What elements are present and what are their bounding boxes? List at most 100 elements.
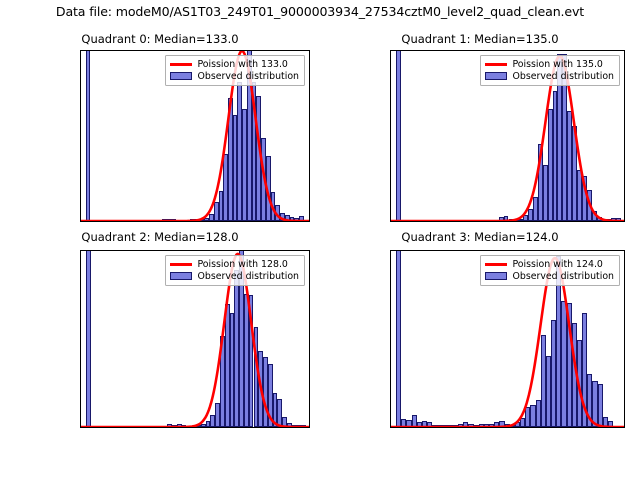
x-tick-mark [175,427,176,428]
x-tick-mark [115,221,116,222]
y-tick-mark [390,179,391,180]
x-tick-mark [548,221,549,222]
x-tick-mark [115,427,116,428]
legend-entry-poisson: Poission with 128.0 [170,259,299,271]
x-tick-mark [622,427,623,428]
legend: Poission with 135.0 Observed distribution [480,55,620,86]
legend-entry-poisson: Poission with 124.0 [485,259,614,271]
y-tick-mark [390,327,391,328]
histogram-bar [542,165,548,221]
x-tick-mark [145,427,146,428]
legend-entry-observed: Observed distribution [485,271,614,283]
legend-entry-observed: Observed distribution [170,71,299,83]
legend: Poission with 124.0 Observed distribution [480,255,620,286]
histogram-bar [537,143,543,221]
subplot-quadrant-1: Quadrant 1: Median=135.0 0501001502000255… [320,30,640,242]
legend-label-poisson: Poission with 128.0 [197,259,288,270]
histogram-bar [223,154,228,221]
x-tick-mark [457,221,458,222]
poisson-fit-curve [81,51,309,221]
histogram-bar [215,402,220,427]
y-tick-mark [390,50,391,51]
histogram-bar [518,219,524,221]
x-tick-mark [235,427,236,428]
legend-entry-poisson: Poission with 135.0 [485,59,614,71]
x-tick-mark [233,221,234,222]
x-tick-mark [293,221,294,222]
histogram-bar [204,218,210,221]
histogram-bar [592,381,598,427]
x-tick-mark [85,221,86,222]
x-tick-mark [589,427,590,428]
histogram-bar [263,356,268,427]
x-tick-mark [610,221,611,222]
histogram-bar [540,335,546,427]
histogram-bar [200,424,206,427]
legend-line-swatch-icon [170,263,193,267]
x-tick-mark [205,427,206,428]
histogram-bar [561,300,567,427]
histogram-bar [530,404,536,427]
histogram-bar [535,399,541,427]
histogram-bar [551,320,557,427]
y-tick-mark [80,83,81,84]
y-tick-mark [80,380,81,381]
histogram-bar [566,302,572,427]
y-tick-mark [390,378,391,379]
y-tick-mark [80,176,81,177]
legend-line-swatch-icon [485,63,508,67]
histogram-bar [562,54,568,221]
legend-label-observed: Observed distribution [197,70,299,82]
x-tick-mark [557,427,558,428]
histogram-bars [81,51,309,221]
histogram-bar [567,110,573,221]
x-tick-mark [487,221,488,222]
plot-axes: 0501001500255075100125150175Poission wit… [390,250,625,428]
legend: Poission with 128.0 Observed distribution [165,255,305,286]
legend-line-swatch-icon [170,63,193,67]
histogram-bar [232,115,238,221]
plot-axes: 0501001502000255075100125150175Poission … [390,50,625,222]
plot-axes: 0501001500255075100125150175Poission wit… [80,250,310,428]
x-tick-mark [144,221,145,222]
legend-label-poisson: Poission with 133.0 [197,59,288,70]
x-tick-mark [579,221,580,222]
x-tick-mark [263,221,264,222]
subplot-title: Quadrant 0: Median=133.0 [81,32,239,46]
x-tick-mark [395,221,396,222]
legend-line-swatch-icon [485,263,508,267]
histogram-bar [242,108,247,221]
histogram-bar [552,91,558,221]
x-tick-mark [518,221,519,222]
poisson-fit-curve [81,252,309,427]
x-tick-mark [204,221,205,222]
histogram-bars [391,51,624,221]
y-tick-mark [80,283,81,284]
legend-label-poisson: Poission with 135.0 [512,59,603,70]
histogram-bar [547,109,553,221]
histogram-bar [272,392,278,427]
histogram-bar [229,313,235,427]
histogram-bar [239,251,244,427]
histogram-bar [581,176,587,221]
legend-entry-observed: Observed distribution [485,71,614,83]
histogram-bar [577,170,582,221]
histogram-bar [557,54,563,221]
y-tick-mark [390,276,391,277]
legend-patch-swatch-icon [485,272,508,281]
histogram-bar [528,208,533,221]
histogram-bar [587,374,593,427]
x-tick-mark [428,427,429,428]
histogram-bar [205,421,211,427]
histogram-bar [218,191,224,221]
legend-patch-swatch-icon [485,72,508,81]
subplot-title: Quadrant 1: Median=135.0 [401,32,559,46]
x-tick-mark [85,427,86,428]
histogram-bar [248,294,254,427]
legend-entry-observed: Observed distribution [170,271,299,283]
x-tick-mark [396,427,397,428]
poisson-fit-curve [391,256,624,427]
x-tick-mark [525,427,526,428]
poisson-fit-curve [391,54,624,221]
